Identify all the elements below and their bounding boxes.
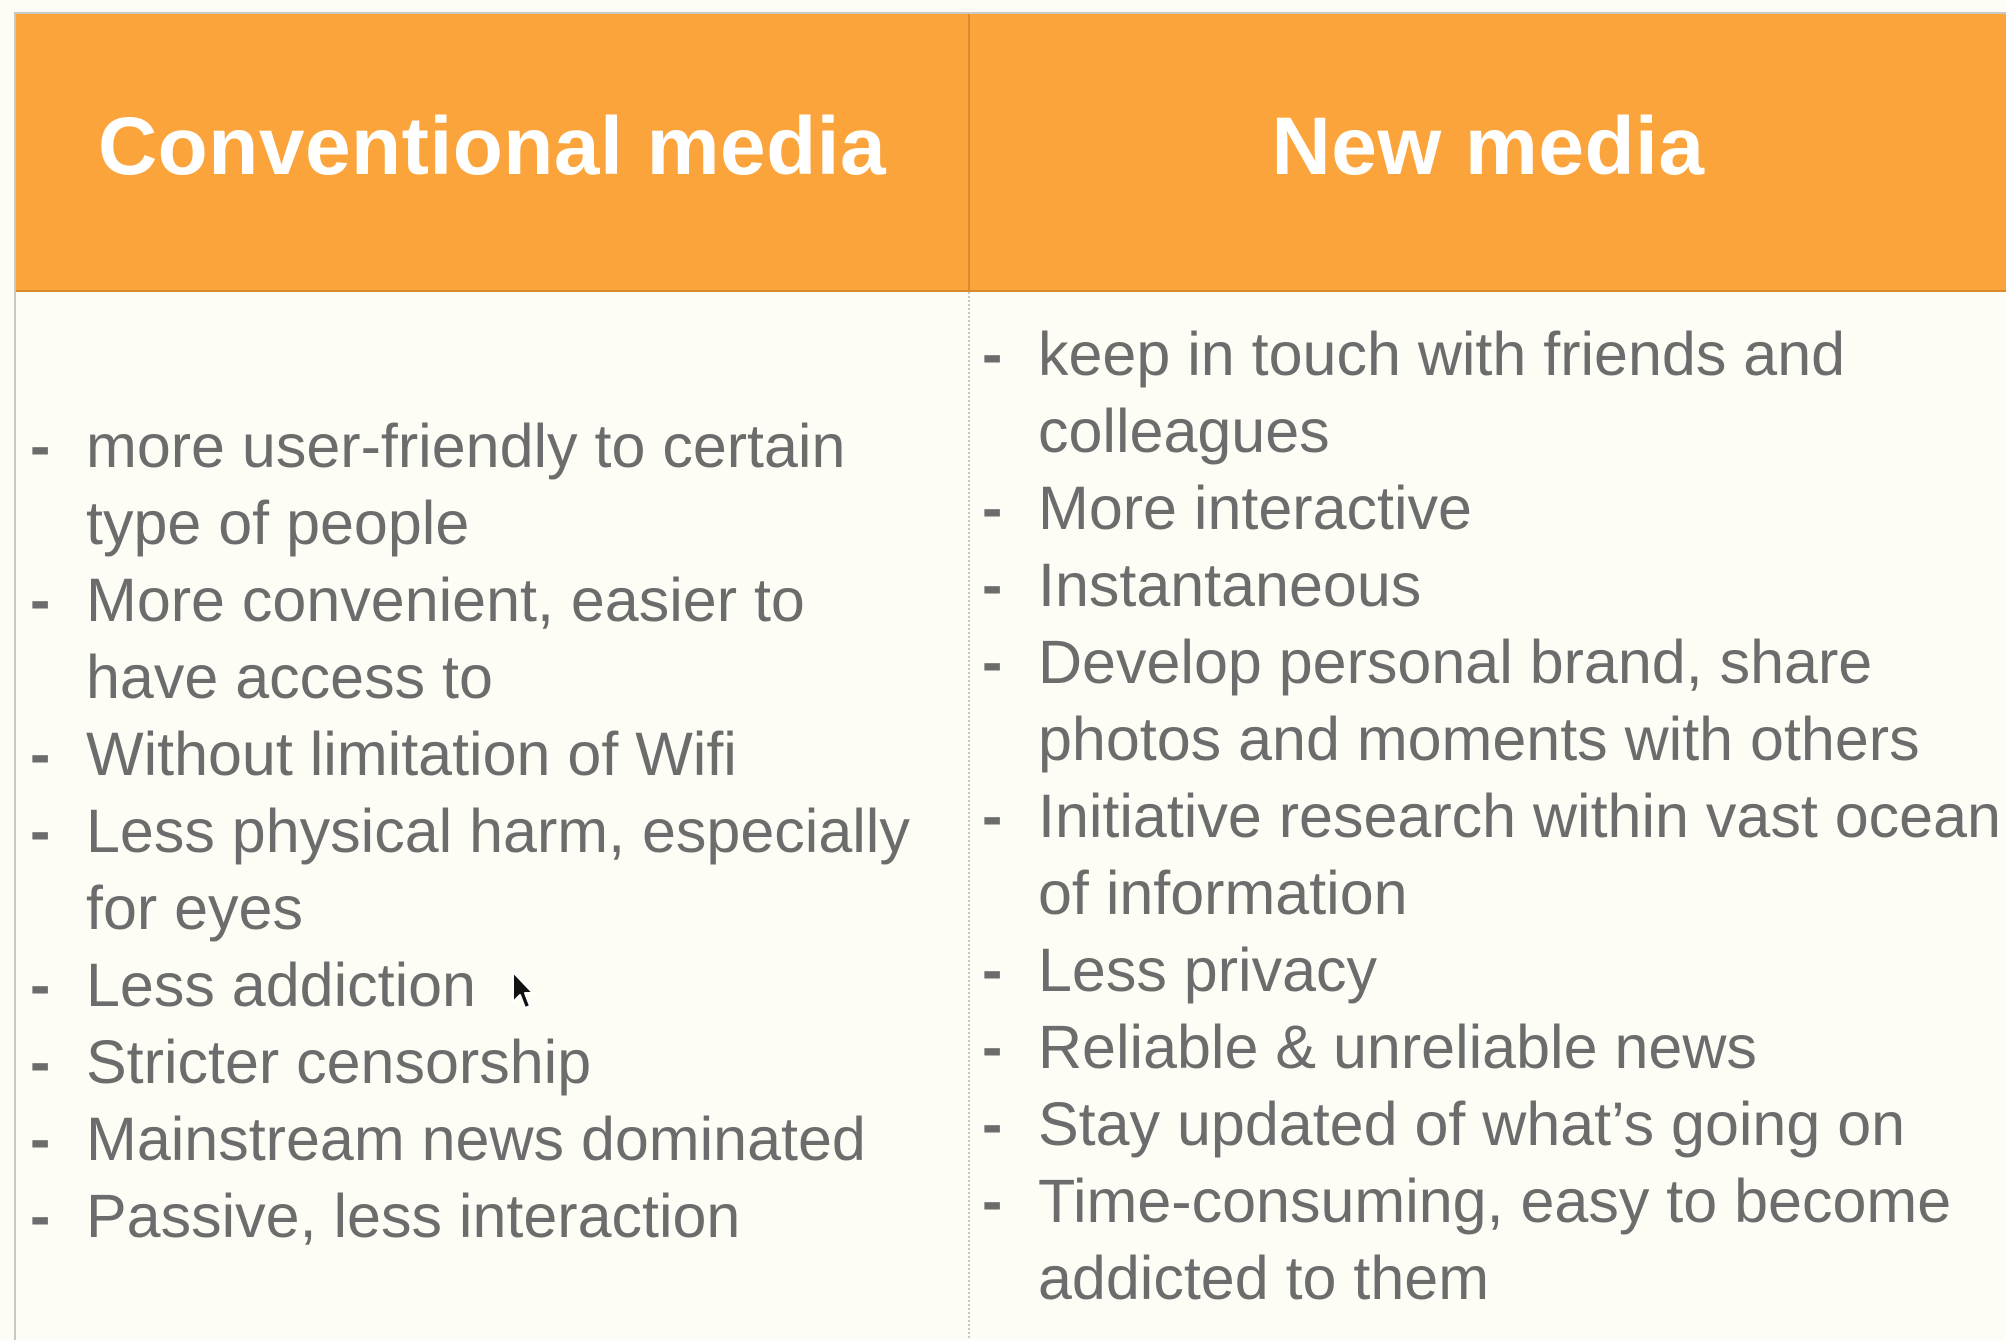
list-item-text: more user-friendly to certain type of pe…	[86, 412, 846, 557]
list-item: - Less addiction	[30, 947, 950, 1024]
list-item: - Initiative research within vast ocean o…	[982, 778, 2002, 932]
bullet-dash: -	[30, 797, 51, 865]
list-item-text: Passive, less interaction	[86, 1182, 741, 1250]
list-item-text: Stricter censorship	[86, 1028, 592, 1096]
list-item-text: Less addiction	[86, 951, 476, 1019]
bullet-dash: -	[30, 1182, 51, 1250]
bullet-dash: -	[982, 1090, 1003, 1158]
list-item: - Instantaneous	[982, 547, 2002, 624]
list-item-text: More interactive	[1038, 474, 1472, 542]
bullet-dash: -	[982, 1013, 1003, 1081]
bullet-dash: -	[982, 320, 1003, 388]
new-media-list: - keep in touch with friends and colleagu…	[982, 316, 2002, 1317]
list-item-text: Less privacy	[1038, 936, 1378, 1004]
list-item: - Passive, less interaction	[30, 1178, 950, 1255]
list-item-text: keep in touch with friends and colleague…	[1038, 320, 1846, 465]
list-item: - Time-consuming, easy to become addicted…	[982, 1163, 2002, 1317]
list-item-text: Less physical harm, especially for eyes	[86, 797, 910, 942]
list-item-text: Stay updated of what’s going on	[1038, 1090, 1906, 1158]
list-item: - More convenient, easier to have access …	[30, 562, 950, 716]
list-item: - Mainstream news dominated	[30, 1101, 950, 1178]
table-header: Conventional media New media	[16, 14, 2006, 292]
list-item-text: Reliable & unreliable news	[1038, 1013, 1757, 1081]
comparison-table: Conventional media New media - more user-…	[14, 12, 2006, 1340]
list-item-text: Develop personal brand, share photos and…	[1038, 628, 1920, 773]
bullet-dash: -	[30, 951, 51, 1019]
list-item: - Without limitation of Wifi	[30, 716, 950, 793]
list-item: - More interactive	[982, 470, 2002, 547]
list-item: - Develop personal brand, share photos an…	[982, 624, 2002, 778]
header-new-media: New media	[1271, 101, 1705, 192]
list-item: - Less privacy	[982, 932, 2002, 1009]
conventional-media-list: - more user-friendly to certain type of p…	[30, 408, 950, 1255]
list-item-text: Initiative research within vast ocean of…	[1038, 782, 2001, 927]
bullet-dash: -	[30, 720, 51, 788]
bullet-dash: -	[30, 1105, 51, 1173]
list-item-text: More convenient, easier to have access t…	[86, 566, 805, 711]
list-item-text: Time-consuming, easy to become addicted …	[1038, 1167, 1952, 1312]
header-divider	[968, 14, 970, 290]
bullet-dash: -	[982, 628, 1003, 696]
list-item-text: Instantaneous	[1038, 551, 1422, 619]
header-conventional-media: Conventional media	[97, 101, 887, 192]
list-item: - Stay updated of what’s going on	[982, 1086, 2002, 1163]
bullet-dash: -	[982, 782, 1003, 850]
column-divider	[968, 292, 970, 1340]
list-item: - keep in touch with friends and colleagu…	[982, 316, 2002, 470]
list-item: - Stricter censorship	[30, 1024, 950, 1101]
bullet-dash: -	[30, 412, 51, 480]
bullet-dash: -	[982, 474, 1003, 542]
list-item: - Less physical harm, especially for eyes	[30, 793, 950, 947]
list-item-text: Mainstream news dominated	[86, 1105, 866, 1173]
mouse-pointer-icon	[512, 971, 534, 1009]
list-item: - more user-friendly to certain type of p…	[30, 408, 950, 562]
bullet-dash: -	[30, 1028, 51, 1096]
list-item-text: Without limitation of Wifi	[86, 720, 737, 788]
bullet-dash: -	[982, 551, 1003, 619]
bullet-dash: -	[30, 566, 51, 634]
bullet-dash: -	[982, 936, 1003, 1004]
list-item: - Reliable & unreliable news	[982, 1009, 2002, 1086]
bullet-dash: -	[982, 1167, 1003, 1235]
